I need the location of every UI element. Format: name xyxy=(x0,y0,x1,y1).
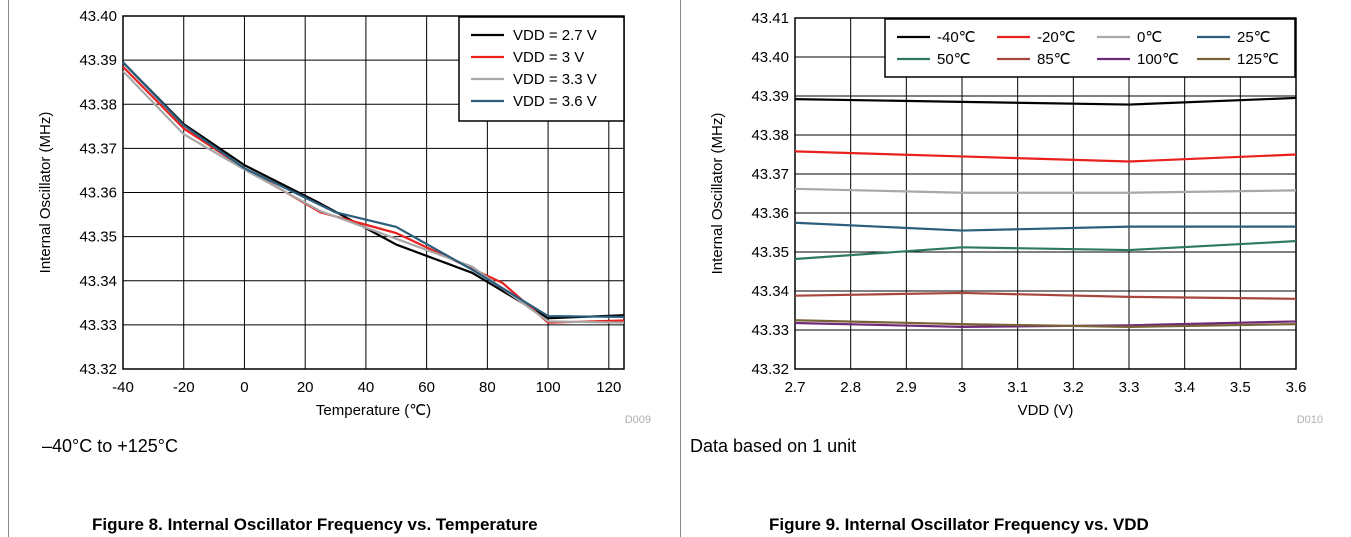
legend-label: VDD = 3.6 V xyxy=(513,93,597,110)
y-tick-label: 43.32 xyxy=(79,361,117,378)
x-axis-label: VDD (V) xyxy=(1018,402,1074,419)
figure-code-label: D010 xyxy=(1297,414,1323,426)
legend-label: 0℃ xyxy=(1137,29,1162,46)
figure-code-label: D009 xyxy=(625,414,651,426)
y-tick-label: 43.34 xyxy=(79,273,117,290)
series-line xyxy=(794,221,1296,232)
y-tick-label: 43.36 xyxy=(79,185,117,202)
y-tick-label: 43.37 xyxy=(751,166,789,183)
legend-label: VDD = 3.3 V xyxy=(513,71,597,88)
legend-box xyxy=(884,18,1296,78)
series-line xyxy=(794,187,1297,194)
x-tick-label: 120 xyxy=(596,379,621,396)
x-tick-label: -20 xyxy=(173,379,195,396)
x-tick-label: 60 xyxy=(418,379,435,396)
y-axis-label: Internal Oscillator (MHz) xyxy=(709,113,726,275)
series-line xyxy=(122,61,625,319)
y-tick-label: 43.37 xyxy=(79,140,117,157)
x-axis-label: Temperature (℃) xyxy=(316,402,431,419)
series-line xyxy=(794,150,1297,163)
legend-label: 50℃ xyxy=(937,51,971,68)
y-tick-label: 43.36 xyxy=(751,205,789,222)
y-tick-label: 43.38 xyxy=(751,127,789,144)
x-tick-label: 20 xyxy=(297,379,314,396)
figure-8-panel: -40 -20 0 20 40 60 80 100 120 43.32 43.33 43.34 43.3… xyxy=(37,8,651,534)
left-border-line xyxy=(8,0,9,537)
y-tick-label: 43.39 xyxy=(751,88,789,105)
x-tick-label: 80 xyxy=(479,379,496,396)
series-line xyxy=(794,96,1297,106)
legend-label: VDD = 2.7 V xyxy=(513,27,597,44)
figure-9-note: Data based on 1 unit xyxy=(690,436,857,456)
y-tick-label: 43.32 xyxy=(751,361,789,378)
y-tick-label: 43.33 xyxy=(79,317,117,334)
y-axis-label: Internal Oscillator (MHz) xyxy=(37,112,54,274)
legend-label: 25℃ xyxy=(1237,29,1271,46)
x-tick-label: 2.7 xyxy=(785,379,806,396)
figure-8-note: –40°C to +125°C xyxy=(42,436,178,456)
series-line xyxy=(122,70,625,324)
x-tick-label: 3.6 xyxy=(1286,379,1307,396)
x-tick-label: 3.2 xyxy=(1063,379,1084,396)
x-tick-label: 3.3 xyxy=(1119,379,1140,396)
y-tick-label: 43.35 xyxy=(751,244,789,261)
x-tick-label: 100 xyxy=(536,379,561,396)
figure-9-chart: 2.7 2.8 2.9 3 3.1 3.2 3.3 3.4 3.5 3.6 43.32 43.33 43… xyxy=(709,10,1323,426)
panel-divider-line xyxy=(680,0,681,537)
series-line xyxy=(794,291,1297,300)
y-tick-label: 43.40 xyxy=(751,49,789,66)
plot-frame xyxy=(122,15,625,370)
figure-8-caption: Figure 8. Internal Oscillator Frequency … xyxy=(92,515,538,534)
x-tick-label: 2.8 xyxy=(840,379,861,396)
x-tick-label: 0 xyxy=(240,379,248,396)
legend-label: VDD = 3 V xyxy=(513,49,584,66)
series-line xyxy=(794,319,1297,328)
y-tick-label: 43.34 xyxy=(751,283,789,300)
x-tick-label: 3.1 xyxy=(1007,379,1028,396)
figure-8-chart: -40 -20 0 20 40 60 80 100 120 43.32 43.33 43.34 43.3… xyxy=(37,8,651,426)
legend-label: -40℃ xyxy=(937,29,976,46)
x-tick-label: 3.5 xyxy=(1230,379,1251,396)
x-tick-label: 3 xyxy=(958,379,966,396)
legend-label: 85℃ xyxy=(1037,51,1071,68)
y-tick-label: 43.39 xyxy=(79,52,117,69)
x-tick-label: 40 xyxy=(358,379,375,396)
plot-frame xyxy=(794,17,1297,370)
x-tick-label: -40 xyxy=(112,379,134,396)
x-tick-label: 3.4 xyxy=(1174,379,1195,396)
series-line xyxy=(794,239,1297,261)
y-tick-label: 43.41 xyxy=(751,10,789,27)
y-tick-label: 43.35 xyxy=(79,229,117,246)
y-tick-label: 43.38 xyxy=(79,96,117,113)
legend-label: 125℃ xyxy=(1237,51,1279,68)
figure-9-caption: Figure 9. Internal Oscillator Frequency … xyxy=(769,515,1149,534)
y-tick-label: 43.40 xyxy=(79,8,117,25)
x-tick-label: 2.9 xyxy=(896,379,917,396)
y-tick-label: 43.33 xyxy=(751,322,789,339)
legend-label: 100℃ xyxy=(1137,51,1179,68)
legend-label: -20℃ xyxy=(1037,29,1076,46)
